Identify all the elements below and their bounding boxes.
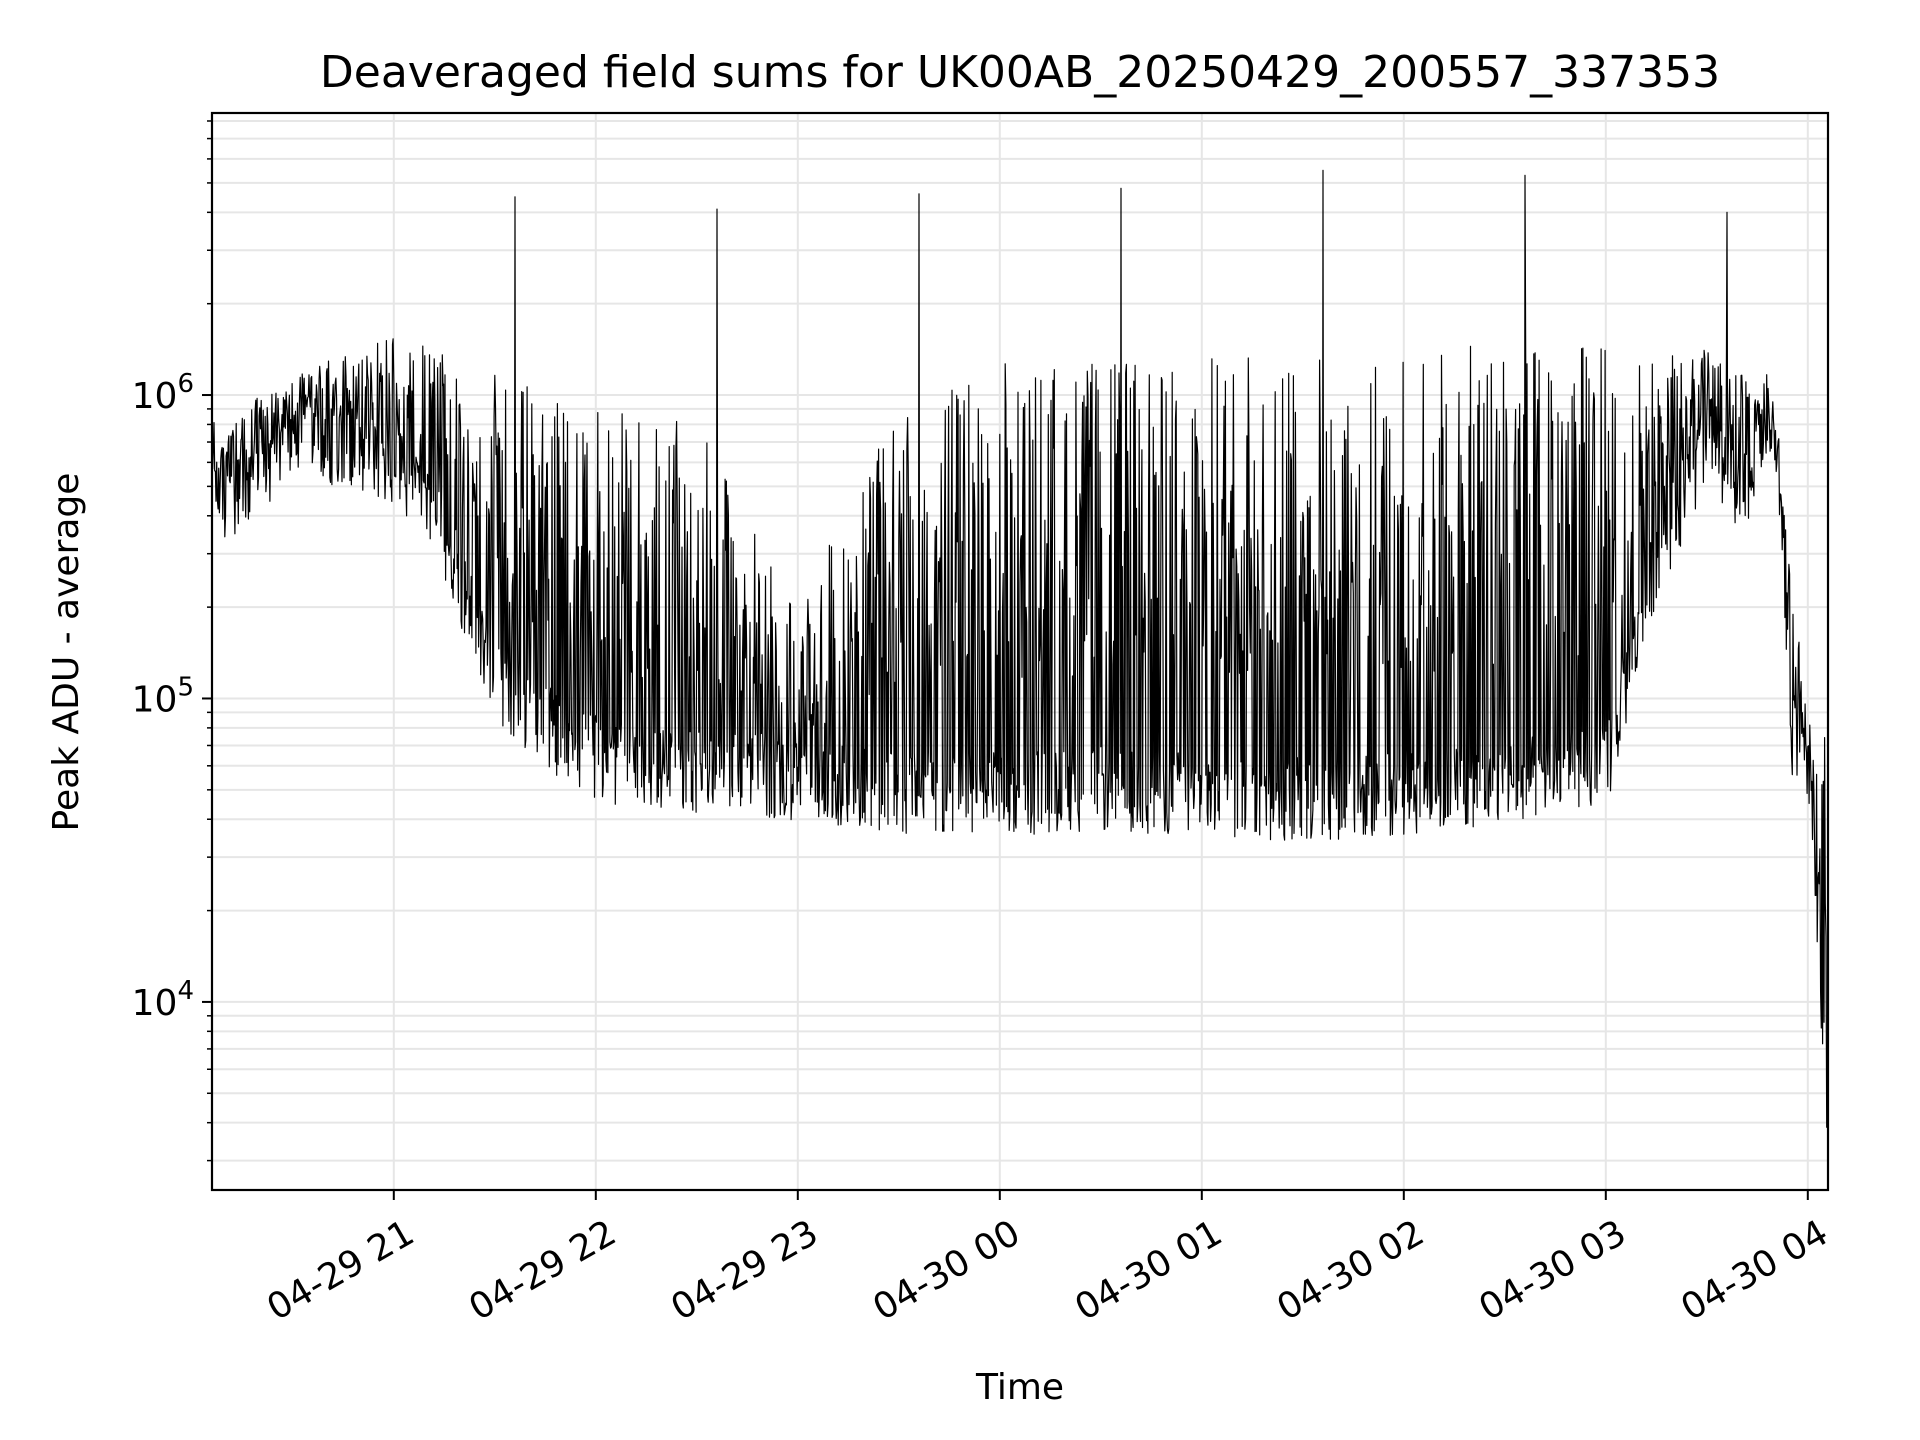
y-axis: 104 105 106: [132, 120, 212, 1162]
plot-area: [211, 169, 1829, 1128]
y-axis-label: Peak ADU - average: [46, 473, 87, 832]
axes-frame: [210, 111, 1830, 1192]
x-axis-label: Time: [975, 1367, 1064, 1408]
y-tick-label: 105: [132, 672, 194, 720]
y-tick-label: 106: [132, 369, 194, 417]
chart-title: Deaveraged field sums for UK00AB_2025042…: [320, 47, 1720, 98]
data-series-line: [211, 169, 1829, 1128]
y-tick-label: 104: [132, 976, 194, 1024]
